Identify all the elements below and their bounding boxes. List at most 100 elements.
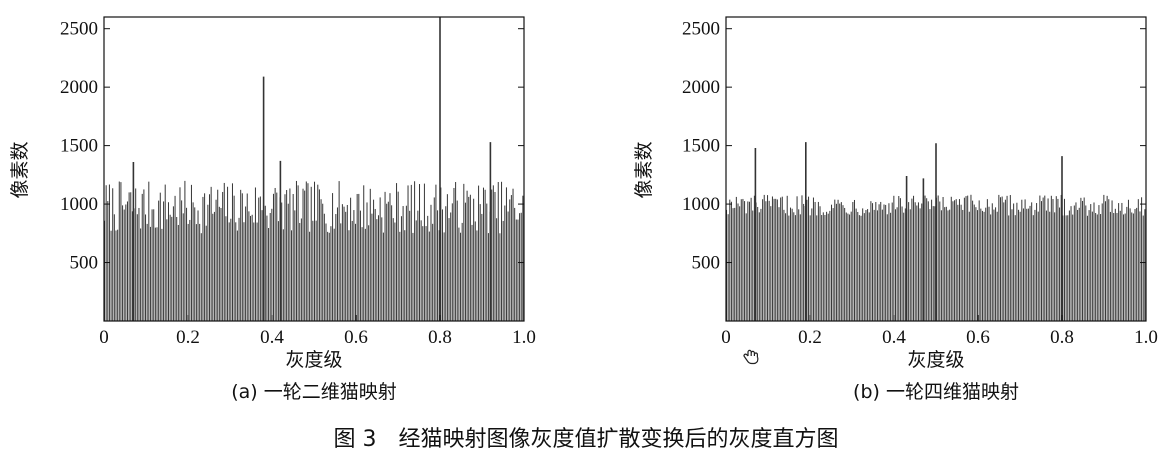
- y-tick-label: 1500: [60, 136, 98, 157]
- histogram-bin: [172, 206, 174, 321]
- x-tick-label: 0.2: [798, 327, 822, 348]
- histogram-bin: [944, 207, 946, 321]
- histogram-bin: [1106, 195, 1108, 321]
- histogram-bin: [913, 195, 915, 321]
- histogram-bin: [446, 194, 448, 321]
- histogram-bin: [739, 206, 741, 321]
- histogram-bin: [199, 223, 201, 321]
- histogram-bin: [346, 204, 348, 321]
- histogram-bin: [235, 222, 237, 321]
- histogram-bin: [164, 184, 166, 321]
- histogram-bin: [840, 202, 842, 321]
- histogram-bin: [1047, 198, 1049, 321]
- caption-b: (b) 一轮四维猫映射: [853, 381, 1019, 403]
- histogram-bin: [240, 189, 242, 321]
- histogram-bin: [1142, 215, 1144, 321]
- histogram-bin: [1124, 213, 1126, 321]
- histogram-bin: [294, 210, 296, 321]
- histogram-bin: [450, 212, 452, 321]
- histogram-bin: [812, 197, 814, 321]
- histogram-bin: [919, 208, 921, 321]
- histogram-bin: [146, 223, 148, 321]
- histogram-bin: [423, 183, 425, 321]
- histogram-bin: [1054, 212, 1056, 321]
- histogram-bin: [1111, 200, 1113, 321]
- histogram-bin: [1034, 209, 1036, 321]
- histogram-bin: [926, 198, 928, 321]
- histogram-bin: [441, 209, 443, 321]
- histogram-bin: [455, 182, 457, 321]
- histogram-bin: [437, 210, 439, 321]
- histogram-bin: [1014, 215, 1016, 321]
- histogram-bin: [184, 180, 186, 321]
- histogram-bin: [973, 204, 975, 321]
- histogram-bin: [1026, 208, 1028, 321]
- histogram-bin: [190, 184, 192, 321]
- histogram-bin: [318, 189, 320, 321]
- y-tick-label: 1000: [60, 194, 98, 215]
- histogram-bin: [271, 208, 273, 321]
- histogram-bin: [140, 228, 142, 321]
- histogram-bin: [752, 210, 754, 321]
- histogram-bin: [1090, 204, 1092, 321]
- x-tick-label: 0.6: [344, 327, 368, 348]
- histogram-bin: [105, 185, 107, 321]
- histogram-bin: [309, 231, 311, 321]
- histogram-bin: [510, 195, 512, 321]
- histogram-bin: [315, 220, 317, 321]
- histogram-bin: [894, 209, 896, 321]
- histogram-bin: [176, 217, 178, 321]
- histogram-bin: [862, 208, 864, 321]
- histogram-bin: [911, 198, 913, 321]
- histogram-bin: [1062, 215, 1064, 321]
- histogram-bin: [332, 193, 334, 321]
- histogram-bin: [487, 233, 489, 321]
- histogram-bin: [440, 187, 442, 321]
- histogram-bin: [1055, 196, 1057, 321]
- histogram-bars-a: [104, 17, 524, 321]
- histogram-bin: [141, 193, 143, 321]
- histogram-bin: [958, 199, 960, 321]
- xlabel-a: 灰度级: [285, 349, 342, 371]
- histogram-bin: [236, 230, 238, 321]
- histogram-bin: [791, 208, 793, 321]
- histogram-bin: [496, 218, 498, 321]
- histogram-bin: [1082, 200, 1084, 321]
- histogram-bin: [520, 212, 522, 321]
- histogram-bin: [515, 219, 517, 321]
- x-tick-label: 0.8: [428, 327, 452, 348]
- histogram-bin: [821, 215, 823, 321]
- histogram-bin: [1088, 210, 1090, 321]
- histogram-bin: [295, 180, 297, 321]
- histogram-bin: [197, 210, 199, 321]
- histogram-bin: [327, 231, 329, 321]
- histogram-bin: [1134, 209, 1136, 321]
- histogram-bin: [415, 220, 417, 321]
- histogram-bin: [330, 226, 332, 321]
- histogram-bin: [901, 206, 903, 321]
- histogram-bin: [504, 205, 506, 321]
- histogram-bin: [1019, 211, 1021, 321]
- histogram-bin: [822, 212, 824, 321]
- histogram-bin: [929, 209, 931, 321]
- histogram-bin: [297, 185, 299, 321]
- histogram-bin: [980, 208, 982, 321]
- histogram-bin: [1018, 209, 1020, 321]
- histogram-bin: [377, 215, 379, 321]
- histogram-bin: [883, 204, 885, 321]
- histogram-bin: [949, 209, 951, 321]
- histogram-bin: [904, 208, 906, 321]
- histogram-bin: [289, 188, 291, 321]
- histogram-bin: [730, 201, 732, 321]
- histogram-bin: [356, 193, 358, 321]
- histogram-bin: [364, 228, 366, 321]
- histogram-bin: [220, 207, 222, 321]
- histogram-bin: [177, 224, 179, 321]
- histogram-bin: [789, 207, 791, 321]
- histogram-bin: [1085, 205, 1087, 321]
- histogram-bin: [384, 191, 386, 321]
- y-tick-label: 1500: [682, 136, 720, 157]
- histogram-bin: [353, 210, 355, 321]
- histogram-bin: [968, 211, 970, 321]
- histogram-bin: [960, 204, 962, 321]
